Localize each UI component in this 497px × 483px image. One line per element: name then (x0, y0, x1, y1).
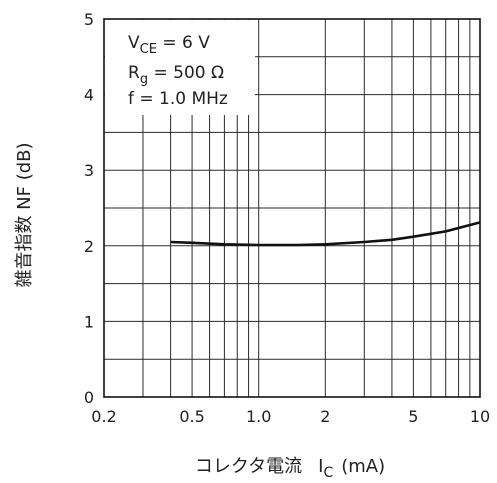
conditions-box: VCE = 6 V Rg = 500 Ω f = 1.0 MHz (105, 20, 255, 115)
x-tick-label: 0.2 (91, 407, 116, 426)
plot-frame (103, 18, 481, 398)
condition-vce: VCE = 6 V (128, 33, 210, 57)
tick-labels: 0.2 0.5 1.0 2 5 10 0 1 2 3 4 5 (84, 10, 490, 426)
x-tick-label: 1.0 (246, 407, 271, 426)
y-tick-label: 4 (84, 86, 94, 105)
conditions-background (105, 20, 255, 115)
condition-rg: Rg = 500 Ω (128, 63, 224, 87)
y-tick-label: 1 (84, 312, 94, 331)
x-axis-label: コレクタ電流 IC (mA) (195, 456, 385, 481)
condition-frequency: f = 1.0 MHz (128, 89, 228, 109)
y-tick-label: 2 (84, 237, 94, 256)
y-tick-label: 3 (84, 161, 94, 180)
y-axis-label: 雑音指数 NF (dB) (14, 142, 35, 287)
nf-curve (170, 221, 481, 247)
y-tick-label: 0 (84, 388, 94, 407)
x-tick-label: 2 (320, 407, 330, 426)
y-tick-label: 5 (84, 10, 94, 29)
x-tick-label: 5 (408, 407, 418, 426)
x-tick-label: 10 (470, 407, 490, 426)
series-layer (170, 221, 481, 247)
x-tick-label: 0.5 (179, 407, 204, 426)
plot-area (103, 18, 481, 398)
